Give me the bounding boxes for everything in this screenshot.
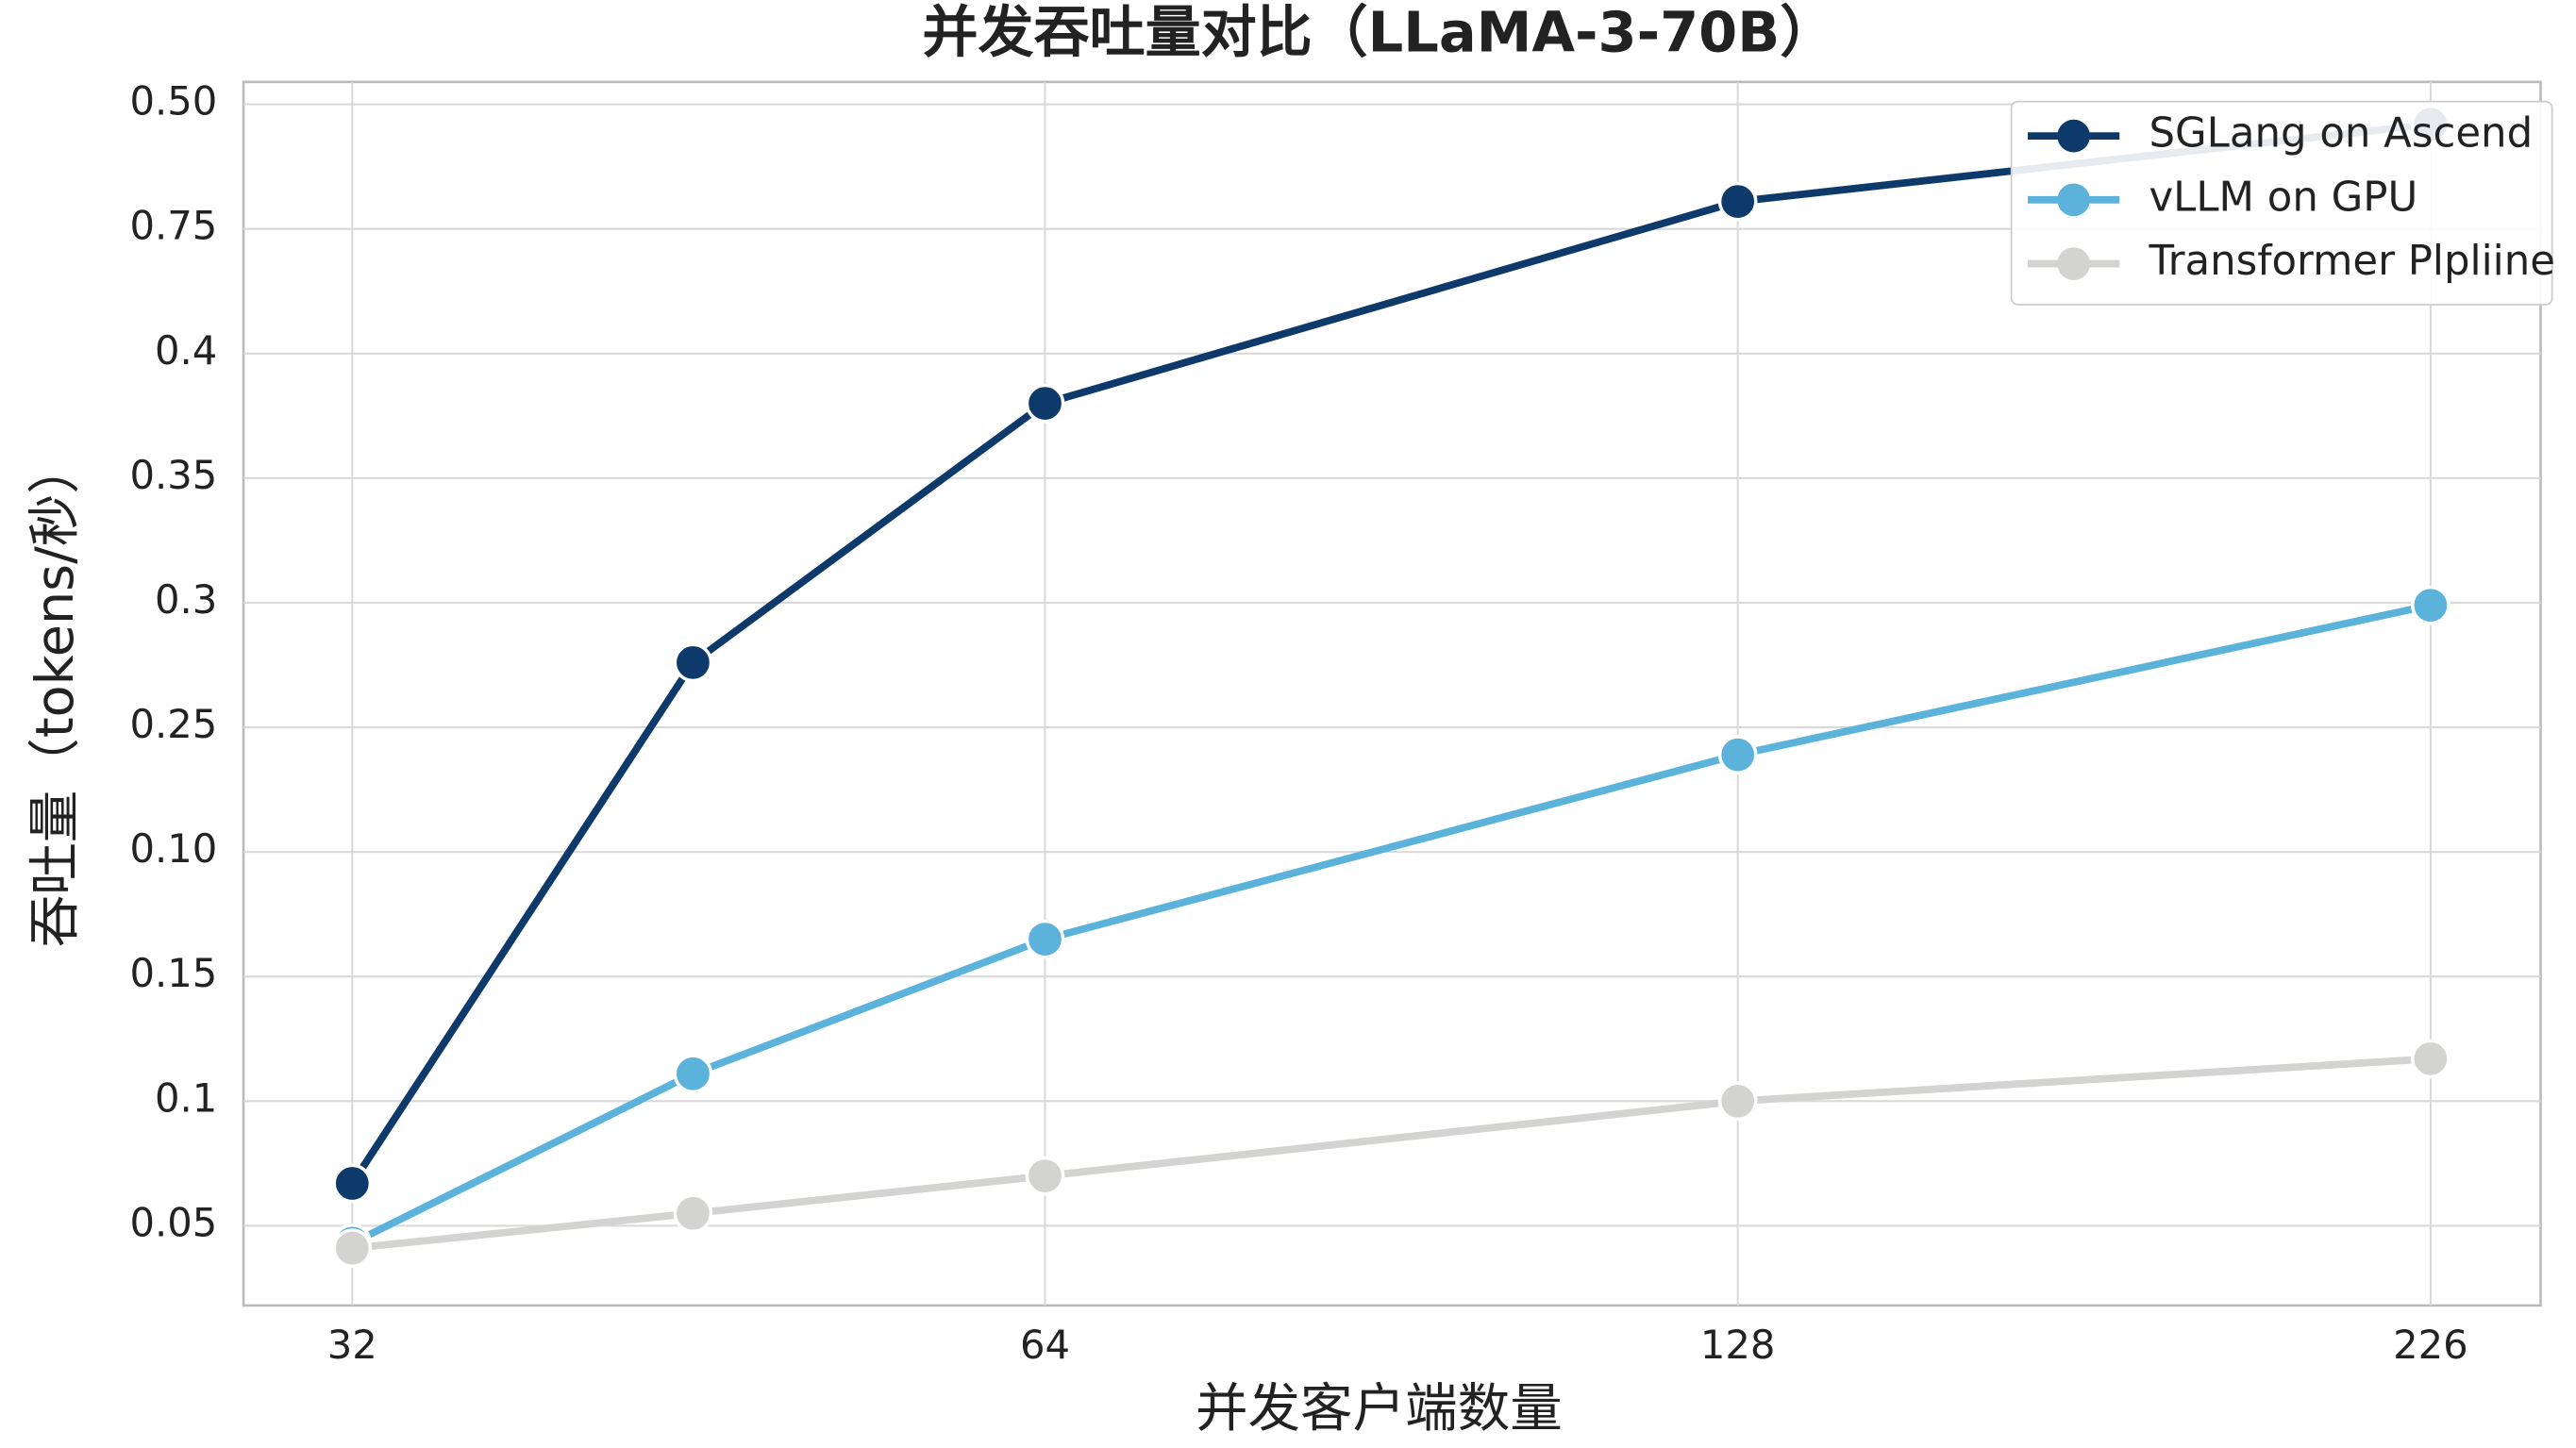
x-tick-label: 128 bbox=[1700, 1322, 1776, 1368]
data-point bbox=[673, 642, 713, 683]
legend-marker bbox=[2057, 247, 2090, 280]
x-tick-label: 64 bbox=[1020, 1322, 1070, 1368]
y-tick-label: 0.1 bbox=[155, 1074, 217, 1121]
y-tick-label: 0.15 bbox=[129, 950, 217, 996]
legend-marker bbox=[2057, 183, 2090, 217]
data-point bbox=[332, 1163, 373, 1204]
data-point bbox=[1717, 1081, 1758, 1122]
x-axis-label: 并发客户端数量 bbox=[1196, 1378, 1563, 1440]
y-tick-label: 0.3 bbox=[155, 576, 217, 623]
legend-label: Transformer Plpliine bbox=[2148, 238, 2554, 285]
x-tick-label: 32 bbox=[327, 1322, 377, 1368]
data-point bbox=[2411, 585, 2451, 625]
data-point bbox=[673, 1193, 713, 1234]
y-tick-label: 0.75 bbox=[129, 203, 217, 249]
legend-label: vLLM on GPU bbox=[2149, 174, 2417, 221]
y-tick-label: 0.05 bbox=[129, 1199, 217, 1245]
y-axis-label: 吞吐量（tokens/秒） bbox=[25, 441, 86, 947]
y-tick-label: 0.4 bbox=[155, 327, 217, 374]
legend: SGLang on Ascend vLLM on GPU Transformer P… bbox=[2010, 100, 2555, 306]
data-point bbox=[1717, 735, 1758, 774]
data-point bbox=[1717, 181, 1758, 222]
y-tick-label: 0.35 bbox=[129, 452, 217, 498]
data-point bbox=[1025, 383, 1065, 424]
x-tick-label: 226 bbox=[2393, 1322, 2468, 1368]
data-point bbox=[2411, 1039, 2451, 1079]
data-point bbox=[673, 1054, 713, 1094]
y-tick-label: 0.25 bbox=[129, 701, 217, 747]
y-tick-label: 0.50 bbox=[129, 78, 217, 125]
legend-label: SGLang on Ascend bbox=[2149, 110, 2533, 158]
chart-title: 并发吞吐量对比（LLaMA-3-70B） bbox=[923, 0, 1836, 64]
legend-marker bbox=[2057, 119, 2090, 153]
legend-box bbox=[2010, 100, 2553, 306]
data-point bbox=[332, 1228, 373, 1269]
data-point bbox=[1025, 1156, 1065, 1196]
y-tick-label: 0.10 bbox=[129, 825, 217, 872]
data-point bbox=[1025, 919, 1065, 959]
